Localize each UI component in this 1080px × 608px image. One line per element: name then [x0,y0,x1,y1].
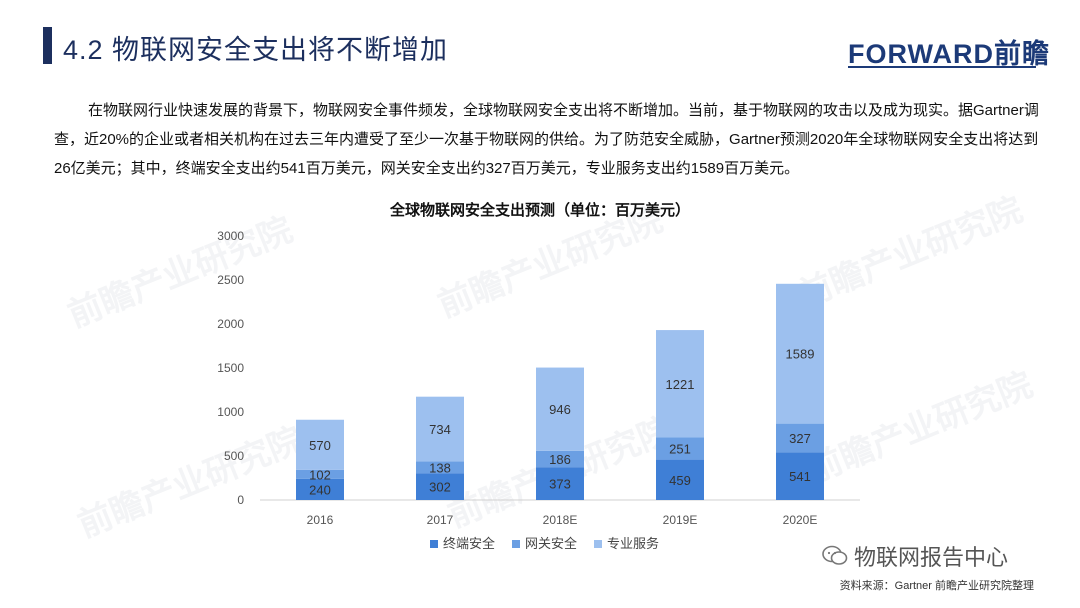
data-label: 946 [549,402,571,417]
bar-segment-gateway [776,423,824,453]
legend-label: 终端安全 [443,536,495,551]
x-tick-label: 2018E [543,513,578,527]
legend-swatch [512,540,520,548]
data-label: 186 [549,452,571,467]
data-label: 251 [669,442,691,457]
y-tick-label: 0 [237,493,244,507]
bar-segment-endpoint [656,459,704,500]
y-tick-label: 1500 [217,361,244,375]
y-tick-label: 1000 [217,405,244,419]
bar-segment-services [776,283,824,424]
legend-swatch [594,540,602,548]
data-label: 327 [789,431,811,446]
bar-segment-endpoint [296,478,344,500]
bar-segment-services [296,419,344,470]
page-title: 4.2 物联网安全支出将不断增加 [63,35,449,65]
bar-segment-endpoint [776,452,824,500]
data-label: 138 [429,460,451,475]
legend-label: 网关安全 [525,536,577,551]
data-label: 734 [429,422,451,437]
x-tick-label: 2020E [783,513,818,527]
bar-segment-services [656,330,704,438]
y-tick-label: 2000 [217,317,244,331]
legend-swatch [430,540,438,548]
data-label: 1221 [666,377,695,392]
chart-title: 全球物联网安全支出预测（单位：百万美元） [389,202,690,219]
bar-segment-services [536,367,584,451]
bar-segment-endpoint [536,467,584,500]
y-tick-label: 2500 [217,273,244,287]
source-note: 资料来源：Gartner 前瞻产业研究院整理 [839,580,1034,592]
data-label: 459 [669,473,691,488]
bar-segment-gateway [656,437,704,460]
x-tick-label: 2016 [307,513,334,527]
x-tick-label: 2019E [663,513,698,527]
bar-segment-endpoint [416,473,464,500]
wechat-label: 物联网报告中心 [854,545,1009,570]
y-tick-label: 3000 [217,229,244,243]
wechat-icon [822,545,848,565]
bar-segment-gateway [296,469,344,479]
bar-segment-gateway [536,450,584,468]
data-label: 1589 [786,347,815,362]
wechat-account: 物联网报告中心 [822,540,1008,572]
data-label: 541 [789,469,811,484]
data-label: 570 [309,438,331,453]
data-label: 373 [549,477,571,492]
brand-logo: FORWARD前瞻 [848,39,1050,69]
body-paragraph: 在物联网行业快速发展的背景下，物联网安全事件频发，全球物联网安全支出将不断增加。… [54,102,1039,177]
bar-segment-services [416,396,464,462]
data-label: 102 [309,467,331,482]
y-tick-label: 500 [224,449,244,463]
data-label: 240 [309,482,331,497]
data-label: 302 [429,480,451,495]
logo-underline [848,66,1036,68]
bar-segment-gateway [416,461,464,474]
x-tick-label: 2017 [427,513,454,527]
title-accent-bar [43,27,52,64]
legend-label: 专业服务 [607,536,659,551]
